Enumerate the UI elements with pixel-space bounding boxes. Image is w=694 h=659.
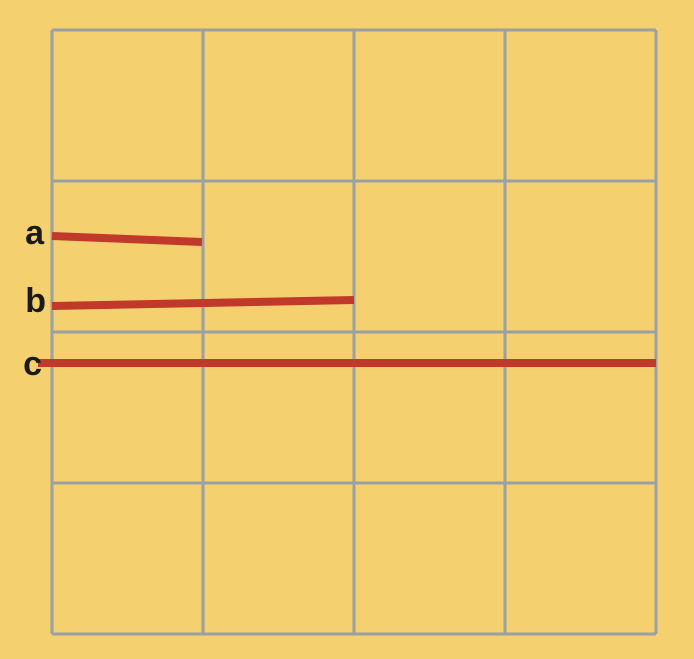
label-a: a: [0, 214, 44, 253]
data-lines: [38, 236, 656, 363]
label-b: b: [0, 282, 46, 321]
line-a: [52, 236, 202, 242]
label-c: c: [0, 345, 42, 384]
diagram-canvas: [0, 0, 694, 659]
line-b: [52, 300, 354, 306]
grid: [52, 30, 656, 634]
